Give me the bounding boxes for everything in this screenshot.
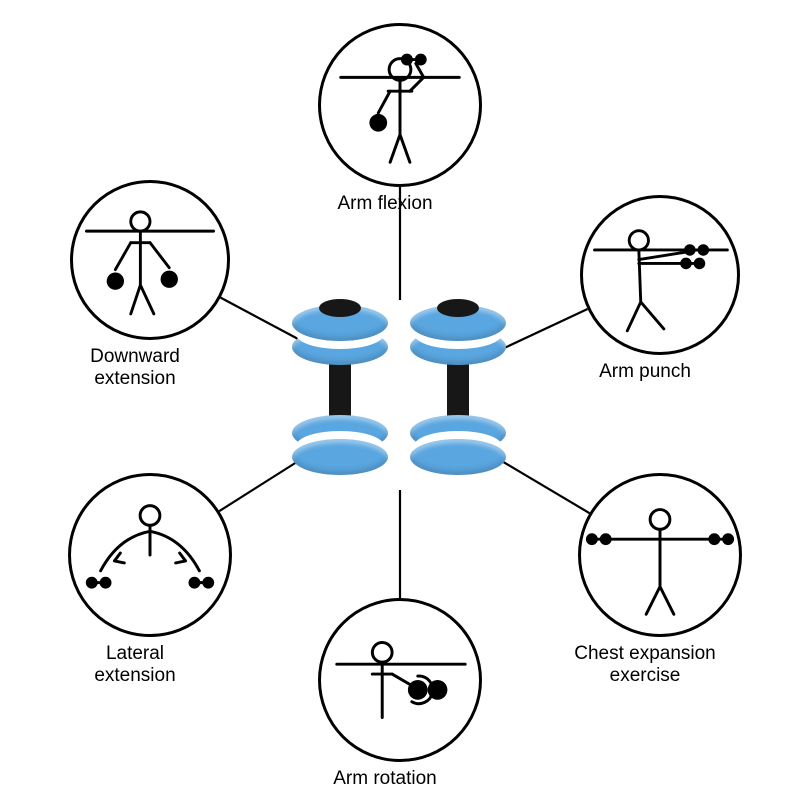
label-downward-extension: Downwardextension <box>25 346 245 390</box>
node-arm-punch: Arm punch <box>580 195 740 383</box>
node-downward-extension: Downwardextension <box>70 180 230 390</box>
label-chest-expansion: Chest expansionexercise <box>533 643 757 687</box>
lateral-extension-figure-icon <box>71 476 229 634</box>
chest-expansion-figure-icon <box>581 476 739 634</box>
circle-arm-rotation <box>318 598 482 762</box>
node-arm-rotation: Arm rotation <box>318 598 482 790</box>
circle-downward-extension <box>70 180 230 340</box>
label-arm-rotation: Arm rotation <box>273 768 497 790</box>
dumbbell-left <box>290 295 390 485</box>
circle-arm-punch <box>580 195 740 355</box>
circle-arm-flexion <box>318 23 482 187</box>
label-arm-flexion: Arm flexion <box>273 193 497 215</box>
arm-flexion-figure-icon <box>321 26 479 184</box>
center-product <box>290 295 508 485</box>
downward-extension-figure-icon <box>73 183 227 337</box>
node-arm-flexion: Arm flexion <box>318 23 482 215</box>
arm-punch-figure-icon <box>583 198 737 352</box>
dumbbell-right <box>408 295 508 485</box>
node-lateral-extension: Lateralextension <box>68 473 232 687</box>
diagram-container: Arm flexion Downwardextension Arm punch … <box>0 0 800 800</box>
node-chest-expansion: Chest expansionexercise <box>578 473 742 687</box>
label-lateral-extension: Lateralextension <box>23 643 247 687</box>
arm-rotation-figure-icon <box>321 601 479 759</box>
label-arm-punch: Arm punch <box>535 361 755 383</box>
circle-lateral-extension <box>68 473 232 637</box>
circle-chest-expansion <box>578 473 742 637</box>
